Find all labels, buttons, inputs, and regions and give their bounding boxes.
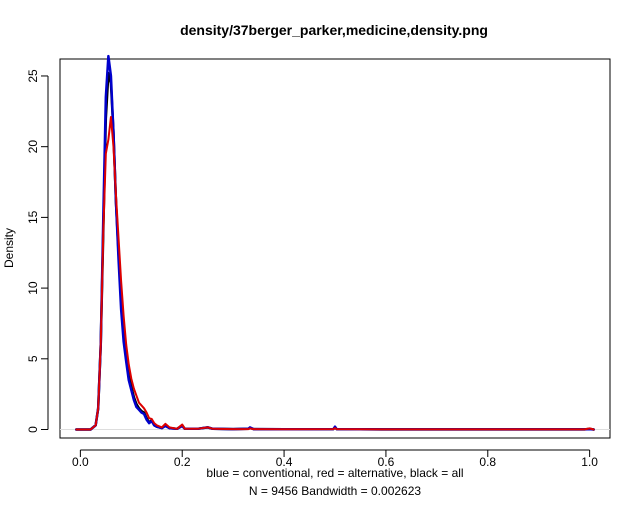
y-tick-label: 5 <box>26 355 40 362</box>
x-tick-label: 0.4 <box>276 455 293 469</box>
y-tick-label: 10 <box>26 281 40 295</box>
x-axis-label-line2: N = 9456 Bandwidth = 0.002623 <box>249 484 421 498</box>
y-tick-label: 0 <box>26 426 40 433</box>
series-line-conventional <box>75 54 595 431</box>
x-tick-label: 0.8 <box>479 455 496 469</box>
x-tick-label: 1.0 <box>581 455 598 469</box>
plot-frame <box>59 58 611 439</box>
y-tick-label: 20 <box>26 140 40 154</box>
chart-title: density/37berger_parker,medicine,density… <box>180 22 488 38</box>
x-tick-label: 0.0 <box>72 455 89 469</box>
x-tick-label: 0.6 <box>378 455 395 469</box>
x-tick-label: 0.2 <box>174 455 191 469</box>
y-tick-label: 15 <box>26 210 40 224</box>
y-axis-label: Density <box>2 228 16 268</box>
y-axis: 0 5 10 15 20 25 <box>26 69 49 433</box>
series-layer <box>60 54 610 431</box>
series-line-all <box>75 71 595 431</box>
x-axis: 0.0 0.2 0.4 0.6 0.8 1.0 <box>72 449 598 469</box>
series-line-alternative <box>75 115 595 431</box>
x-axis-label-line1: blue = conventional, red = alternative, … <box>206 466 463 480</box>
y-tick-label: 25 <box>26 69 40 83</box>
